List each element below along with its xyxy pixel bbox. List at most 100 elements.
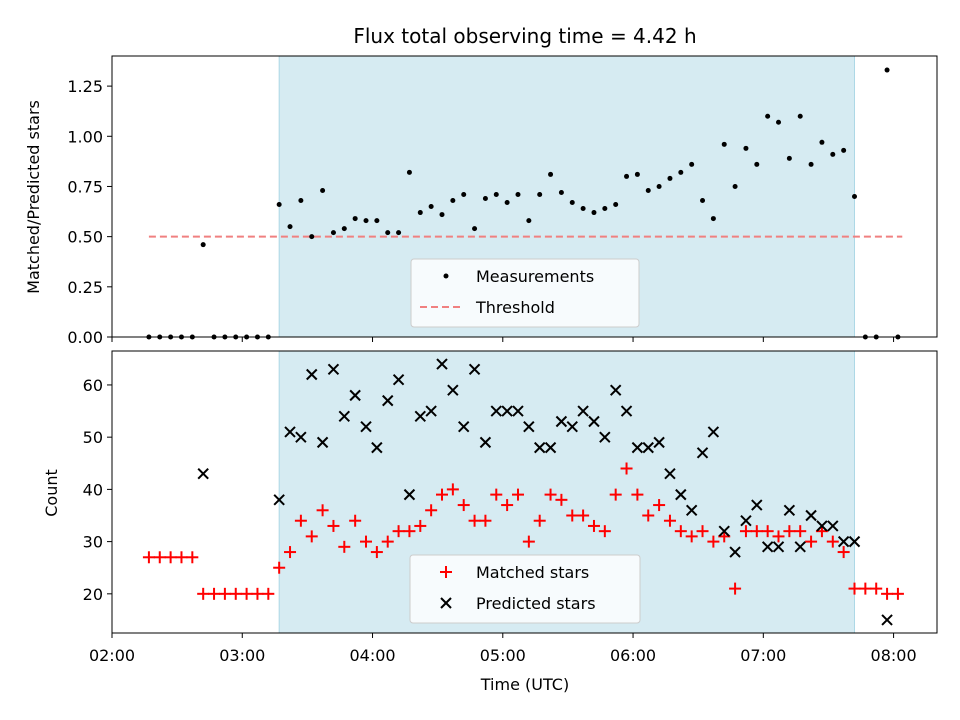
- data-point: [678, 169, 684, 175]
- data-point: [754, 161, 760, 167]
- data-point: [837, 546, 850, 559]
- data-point: [685, 504, 698, 516]
- data-point: [566, 509, 579, 522]
- data-point: [273, 561, 286, 574]
- data-point: [751, 499, 763, 511]
- data-point: [360, 535, 373, 548]
- data-point: [330, 230, 336, 236]
- data-point: [805, 535, 818, 548]
- data-point: [645, 187, 651, 193]
- data-point: [816, 520, 828, 532]
- data-point: [447, 384, 459, 396]
- data-point: [772, 541, 785, 553]
- data-point: [468, 514, 481, 527]
- data-point: [830, 151, 836, 157]
- plot-frame: [111, 55, 938, 338]
- data-point: [841, 147, 847, 153]
- data-point: [696, 447, 709, 459]
- data-point: [675, 488, 687, 501]
- data-point: [729, 582, 742, 595]
- data-point: [200, 242, 206, 248]
- data-point: [707, 535, 720, 548]
- data-point: [548, 171, 554, 177]
- data-point: [425, 504, 438, 517]
- series-matched-stars: [142, 462, 904, 600]
- data-point: [504, 200, 510, 206]
- data-point: [689, 161, 695, 167]
- data-point: [700, 198, 706, 204]
- count-panel: 20 30 40 50 60 02:00 03:00 04:00 05:00 06:00 07:0…: [42, 350, 938, 694]
- data-point: [819, 139, 825, 145]
- data-point: [884, 67, 890, 73]
- y-tick-label: 0.75: [67, 177, 103, 196]
- data-point: [729, 546, 741, 558]
- legend-label-threshold: Threshold: [475, 298, 555, 317]
- data-point: [186, 551, 199, 564]
- data-point: [721, 141, 727, 147]
- x-tick-label: 03:00: [219, 646, 265, 665]
- data-point: [522, 535, 535, 548]
- data-point: [197, 468, 209, 480]
- data-point: [490, 405, 502, 417]
- data-point: [558, 189, 564, 195]
- legend: Measurements Threshold: [410, 258, 640, 328]
- data-point: [327, 519, 340, 532]
- data-point: [544, 488, 557, 501]
- data-point: [533, 441, 546, 454]
- data-point: [555, 493, 568, 506]
- data-point: [783, 525, 796, 538]
- data-point: [859, 582, 872, 595]
- x-tick-label: 02:00: [89, 646, 135, 665]
- chart-title: Flux total observing time = 4.42 h: [353, 24, 696, 48]
- data-point: [555, 415, 568, 428]
- y-tick-label: 60: [83, 376, 103, 395]
- data-point: [428, 204, 434, 210]
- data-point: [284, 426, 296, 438]
- data-point: [262, 587, 275, 600]
- data-point: [613, 202, 619, 208]
- data-point: [461, 191, 467, 197]
- data-point: [653, 499, 666, 512]
- legend-box: [409, 554, 641, 624]
- data-point: [776, 119, 782, 125]
- data-point: [761, 525, 774, 538]
- data-point: [718, 525, 730, 537]
- data-point: [450, 198, 456, 204]
- data-point: [309, 234, 315, 240]
- data-point: [295, 431, 307, 443]
- data-point: [371, 441, 383, 454]
- data-point: [414, 519, 427, 532]
- y-axis-label: Matched/Predicted stars: [24, 100, 43, 294]
- data-point: [493, 191, 499, 197]
- data-point: [320, 187, 326, 193]
- data-point: [472, 226, 478, 232]
- y-axis-label: Count: [42, 469, 61, 517]
- data-point: [349, 514, 362, 527]
- data-point: [710, 216, 716, 222]
- legend-marker-predicted: [440, 597, 452, 609]
- data-point: [197, 587, 210, 600]
- data-point: [696, 525, 709, 538]
- data-point: [175, 551, 188, 564]
- data-point: [436, 358, 448, 370]
- data-point: [490, 488, 503, 501]
- data-point: [164, 551, 177, 564]
- data-point: [501, 405, 513, 417]
- data-point: [631, 441, 644, 454]
- data-point: [591, 210, 597, 216]
- data-point: [403, 525, 416, 538]
- data-point: [620, 462, 633, 475]
- data-point: [458, 421, 470, 433]
- data-point: [674, 525, 687, 538]
- y-ticks: 20 30 40 50 60: [83, 376, 112, 604]
- data-point: [385, 230, 391, 236]
- data-point: [417, 210, 423, 216]
- data-point: [251, 587, 264, 600]
- data-point: [381, 535, 394, 548]
- data-point: [284, 546, 297, 559]
- data-point: [588, 415, 600, 428]
- data-point: [609, 488, 622, 501]
- legend-label-matched: Matched stars: [476, 563, 589, 582]
- data-point: [852, 194, 857, 199]
